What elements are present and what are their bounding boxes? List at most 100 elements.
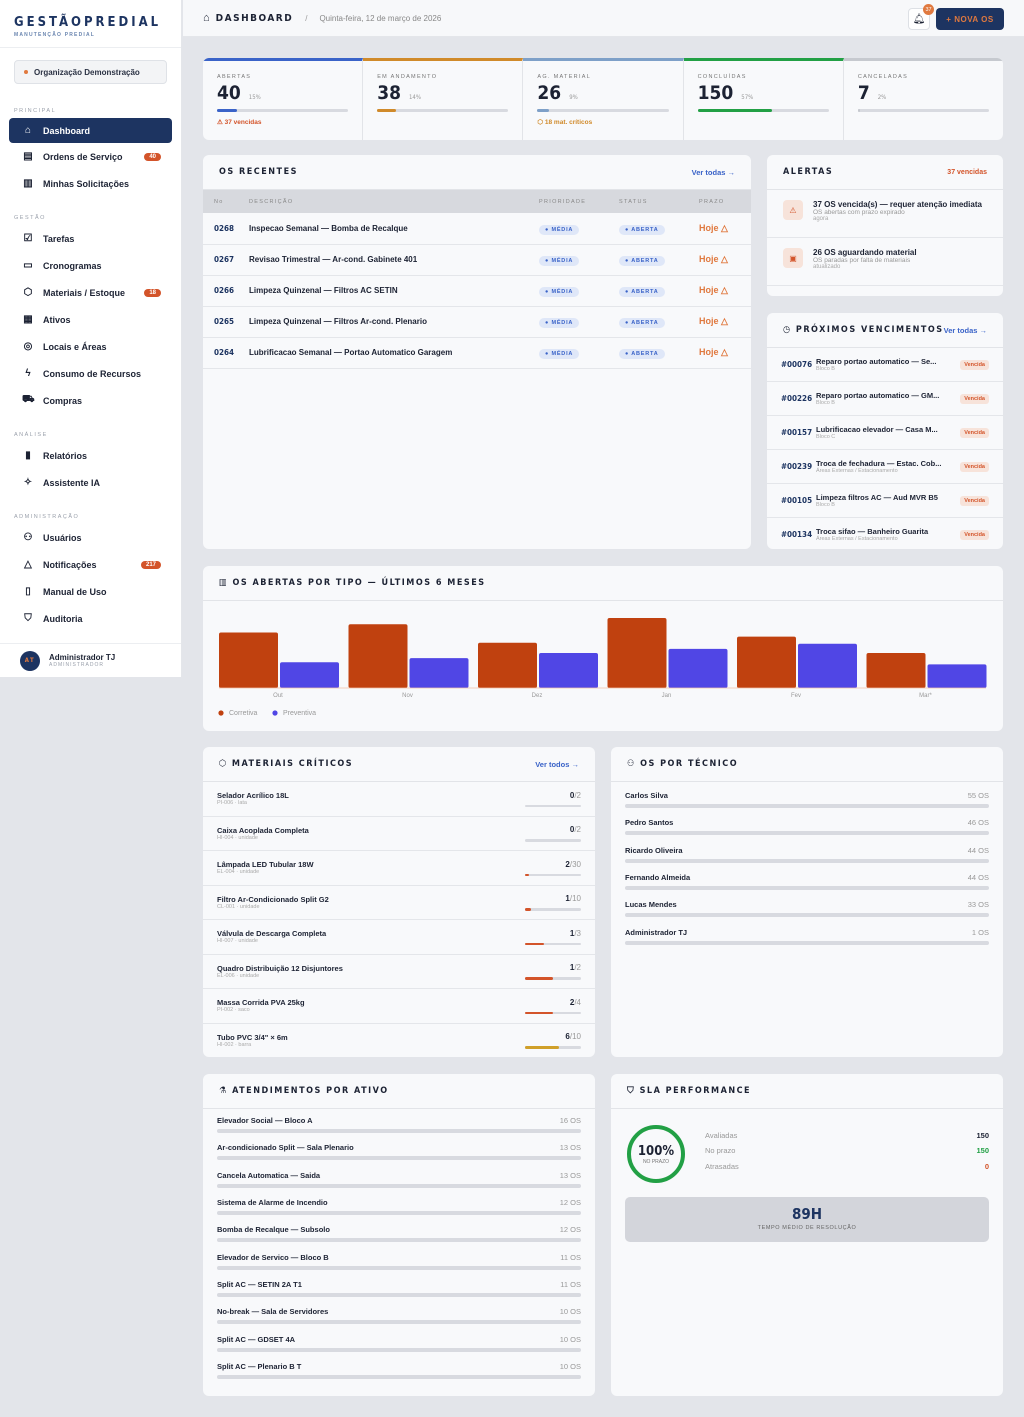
- sidebar-item[interactable]: ⛟ Compras: [0, 387, 181, 414]
- row-value: 44 OS: [967, 873, 989, 883]
- row-bar: [625, 886, 989, 891]
- material-item[interactable]: Quadro Distribuição 12 Disjuntores EL-006…: [203, 955, 595, 989]
- row-bar: [625, 804, 989, 809]
- kpi-progress: [377, 109, 509, 112]
- table-row[interactable]: 0266 Limpeza Quinzenal — Filtros AC SETIN…: [203, 275, 751, 307]
- overdue-badge: Vencida: [960, 495, 989, 506]
- due-item[interactable]: #00157 Lubrificacao elevador — Casa M... B…: [767, 416, 1003, 450]
- stat-value: 150: [976, 1146, 989, 1156]
- alert-item[interactable]: ⚠ 37 OS vencida(s) — requer atenção imedi…: [767, 190, 1003, 238]
- x-tick-label: Out: [273, 693, 283, 699]
- stock-sep: /: [574, 790, 577, 800]
- row-value: 11 OS: [560, 1279, 581, 1289]
- sidebar-item[interactable]: ✧ Assistente IA: [0, 469, 181, 496]
- material-item[interactable]: Selador Acrílico 18L PI-006 · lata 0/2: [203, 782, 595, 817]
- sidebar-item[interactable]: ▮ Relatórios: [0, 442, 181, 469]
- row-bar: [217, 1347, 581, 1352]
- sidebar-item[interactable]: ◎ Locais e Áreas: [0, 333, 181, 360]
- due-location: Bloco B: [816, 366, 835, 372]
- sidebar-item[interactable]: ▤ Ordens de Serviço 40: [0, 143, 181, 170]
- sidebar-item[interactable]: ▥ Minhas Solicitações: [0, 170, 181, 197]
- kpi-ag-material[interactable]: AG. MATERIAL 26 9% ⬡ 18 mat. críticos: [523, 58, 684, 140]
- alert-subtitle: OS abertas com prazo expirado: [813, 209, 905, 216]
- material-code: HI-004 · unidade: [217, 834, 258, 841]
- card-title: ⚇ OS POR TÉCNICO: [627, 759, 738, 769]
- material-item[interactable]: Lâmpada LED Tubular 18W EL-004 · unidade 2…: [203, 851, 595, 886]
- sidebar-item[interactable]: ▯ Manual de Uso: [0, 578, 181, 605]
- row-bar: [217, 1211, 581, 1216]
- card-title: ▥ OS ABERTAS POR TIPO — ÚLTIMOS 6 MESES: [219, 578, 486, 588]
- org-selector[interactable]: Organização Demonstração: [14, 60, 167, 84]
- page-title: DASHBOARD: [215, 12, 294, 24]
- sidebar-item[interactable]: ⬡ Materiais / Estoque 18: [0, 279, 181, 306]
- sidebar-item[interactable]: ⛉ Auditoria: [0, 605, 181, 632]
- kpi-percent: 14%: [409, 94, 421, 101]
- sidebar-item[interactable]: ▦ Ativos: [0, 306, 181, 333]
- logo[interactable]: GESTÃOPREDIAL MANUTENÇÃO PREDIAL: [0, 0, 181, 48]
- table-row[interactable]: 0267 Revisao Trimestral — Ar-cond. Gabine…: [203, 244, 751, 276]
- notifications-button[interactable]: 🔔︎ 37: [908, 4, 934, 30]
- table-row[interactable]: 0264 Lubrificacao Semanal — Portao Automa…: [203, 337, 751, 369]
- kpi-em-andamento[interactable]: EM ANDAMENTO 38 14%: [363, 58, 524, 140]
- alert-title: 37 OS vencida(s) — requer atenção imedia…: [813, 200, 982, 209]
- org-dot: [24, 70, 28, 74]
- kpi-conclu-das[interactable]: CONCLUÍDAS 150 57%: [683, 58, 844, 140]
- table-row[interactable]: 0265 Limpeza Quinzenal — Filtros Ar-cond.…: [203, 306, 751, 338]
- card-title: ALERTAS: [783, 167, 834, 177]
- row-bar: [217, 1183, 581, 1188]
- stock-bar: [525, 942, 581, 945]
- view-all-link[interactable]: Ver todas →: [691, 167, 735, 177]
- material-item[interactable]: Filtro Ar-Condicionado Split G2 CL-001 · …: [203, 886, 595, 920]
- x-tick-label: Nov: [402, 693, 413, 699]
- kpi-value: 150 57%: [698, 82, 829, 104]
- sidebar-item-label: Relatórios: [43, 450, 88, 461]
- row-name: Lucas Mendes: [625, 900, 677, 910]
- material-item[interactable]: Válvula de Descarga Completa HI-007 · uni…: [203, 920, 595, 955]
- asset-row: Elevador de Servico — Bloco B 11 OS: [203, 1247, 595, 1274]
- sidebar-item[interactable]: ☑ Tarefas: [0, 225, 181, 252]
- due-date: Hoje: [699, 285, 719, 295]
- box-icon: ⬡: [537, 119, 545, 126]
- os-id: #00076: [781, 360, 813, 369]
- kpi-progress: [857, 109, 990, 112]
- material-name: Tubo PVC 3/4" × 6m: [217, 1032, 288, 1042]
- due-item[interactable]: #00134 Troca sifao — Banheiro Guarita Área…: [767, 518, 1003, 549]
- sidebar-item-label: Materiais / Estoque: [43, 287, 126, 298]
- due-item[interactable]: #00226 Reparo portao automatico — GM... Bl…: [767, 382, 1003, 416]
- alert-item[interactable]: ▣ 26 OS aguardando material OS paradas por…: [767, 238, 1003, 286]
- stock-bar: [525, 1011, 581, 1014]
- sidebar-item[interactable]: ▭ Cronogramas: [0, 252, 181, 279]
- due-item[interactable]: #00105 Limpeza filtros AC — Aud MVR B5 Blo…: [767, 484, 1003, 518]
- nav-section-label: GESTÃO: [14, 215, 46, 221]
- legend-label: Preventiva: [283, 710, 316, 717]
- kpi-canceladas[interactable]: CANCELADAS 7 2%: [843, 58, 1003, 140]
- due-title: Reparo portao automatico — Se...: [816, 357, 937, 366]
- material-item[interactable]: Tubo PVC 3/4" × 6m HI-002 · barra 6/10: [203, 1024, 595, 1058]
- kpi-abertas[interactable]: ABERTAS 40 15% ⚠ 37 vencidas: [203, 58, 364, 140]
- due-item[interactable]: #00239 Troca de fechadura — Estac. Cob...…: [767, 450, 1003, 484]
- alert-title: 26 OS aguardando material: [813, 248, 917, 257]
- sidebar-item[interactable]: ϟ Consumo de Recursos: [0, 360, 181, 387]
- stock-min: 2: [576, 963, 581, 972]
- title-text: SLA PERFORMANCE: [639, 1086, 752, 1096]
- kpi-row: ABERTAS 40 15% ⚠ 37 vencidas EM ANDAMENTO 38 1…: [203, 58, 1003, 140]
- priority-badge: ● MÉDIA: [539, 224, 580, 235]
- table-row[interactable]: 0268 Inspecao Semanal — Bomba de Recalque…: [203, 213, 751, 245]
- sidebar-item[interactable]: ⌂ Dashboard: [9, 118, 172, 143]
- sidebar-item-label: Tarefas: [43, 233, 75, 244]
- user-profile[interactable]: AT Administrador TJ ADMINISTRADOR: [0, 643, 181, 677]
- sidebar-item[interactable]: △ Notificações 217: [0, 551, 181, 578]
- material-name: Quadro Distribuição 12 Disjuntores: [217, 963, 343, 973]
- material-stock: 1/3: [525, 929, 581, 945]
- material-item[interactable]: Caixa Acoplada Completa HI-004 · unidade 0…: [203, 817, 595, 851]
- kpi-footer-text: 18 mat. críticos: [544, 119, 593, 126]
- due-title: Lubrificacao elevador — Casa M...: [816, 425, 938, 434]
- kpi-label: ABERTAS: [217, 74, 252, 80]
- view-all-link[interactable]: Ver todas →: [943, 325, 987, 335]
- new-os-button[interactable]: + NOVA OS: [936, 8, 1004, 30]
- due-item[interactable]: #00076 Reparo portao automatico — Se... Bl…: [767, 348, 1003, 382]
- sidebar-item[interactable]: ⚇ Usuários: [0, 524, 181, 551]
- stock-bar: [525, 804, 581, 807]
- view-all-link[interactable]: Ver todos →: [535, 759, 579, 769]
- material-item[interactable]: Massa Corrida PVA 25kg PI-002 · saco 2/4: [203, 989, 595, 1024]
